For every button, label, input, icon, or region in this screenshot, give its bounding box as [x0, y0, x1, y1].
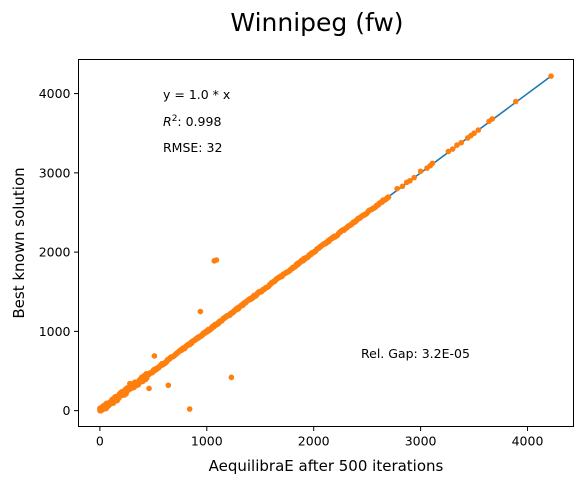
data-point [407, 177, 413, 184]
data-point [411, 174, 418, 181]
data-point [197, 308, 204, 315]
r-squared-value: : 0.998 [177, 114, 221, 129]
data-point [213, 257, 220, 263]
data-point [127, 380, 133, 387]
y-tick-label: 3000 [39, 165, 71, 180]
data-point [489, 116, 496, 122]
y-tick-label: 2000 [39, 245, 71, 260]
data-point [475, 127, 482, 133]
data-point [385, 194, 392, 200]
x-tick-label: 4000 [512, 434, 544, 449]
rel-gap-annotation: Rel. Gap: 3.2E-05 [361, 346, 470, 361]
r-squared-exponent: 2 [172, 114, 178, 124]
data-point [399, 183, 406, 190]
x-tick-label: 3000 [405, 434, 437, 449]
x-axis-label: AequilibraE after 500 iterations [209, 457, 444, 475]
r-squared-annotation: R2: 0.998 [163, 114, 221, 129]
y-tick-label: 0 [63, 403, 71, 418]
x-tick-label: 2000 [298, 434, 330, 449]
data-point [454, 142, 460, 148]
y-tick-label: 1000 [39, 324, 71, 339]
x-tick-label: 1000 [191, 434, 223, 449]
data-point [471, 130, 477, 137]
plot-frame [78, 59, 574, 427]
data-point [146, 385, 152, 392]
data-point [417, 168, 424, 175]
y-axis-label: Best known solution [10, 167, 28, 318]
data-point [445, 148, 452, 155]
r-squared-symbol: R [163, 114, 172, 129]
y-tick-label: 4000 [39, 86, 71, 101]
data-point [394, 185, 400, 192]
chart-title: Winnipeg (fw) [230, 8, 403, 37]
plot-area [97, 73, 554, 414]
data-point [151, 353, 158, 359]
y-axis: 0 1000 2000 3000 4000 [39, 86, 79, 418]
x-tick-label: 0 [96, 434, 104, 449]
data-point [165, 382, 172, 389]
data-point [449, 146, 456, 152]
data-point [186, 406, 193, 412]
data-point [228, 374, 235, 381]
data-point [512, 98, 519, 105]
rmse-annotation: RMSE: 32 [163, 140, 222, 155]
data-point [458, 139, 465, 146]
data-point [548, 73, 554, 79]
equation-annotation: y = 1.0 * x [163, 87, 230, 102]
data-point [429, 160, 436, 167]
x-axis: 0 1000 2000 3000 4000 [96, 426, 544, 449]
